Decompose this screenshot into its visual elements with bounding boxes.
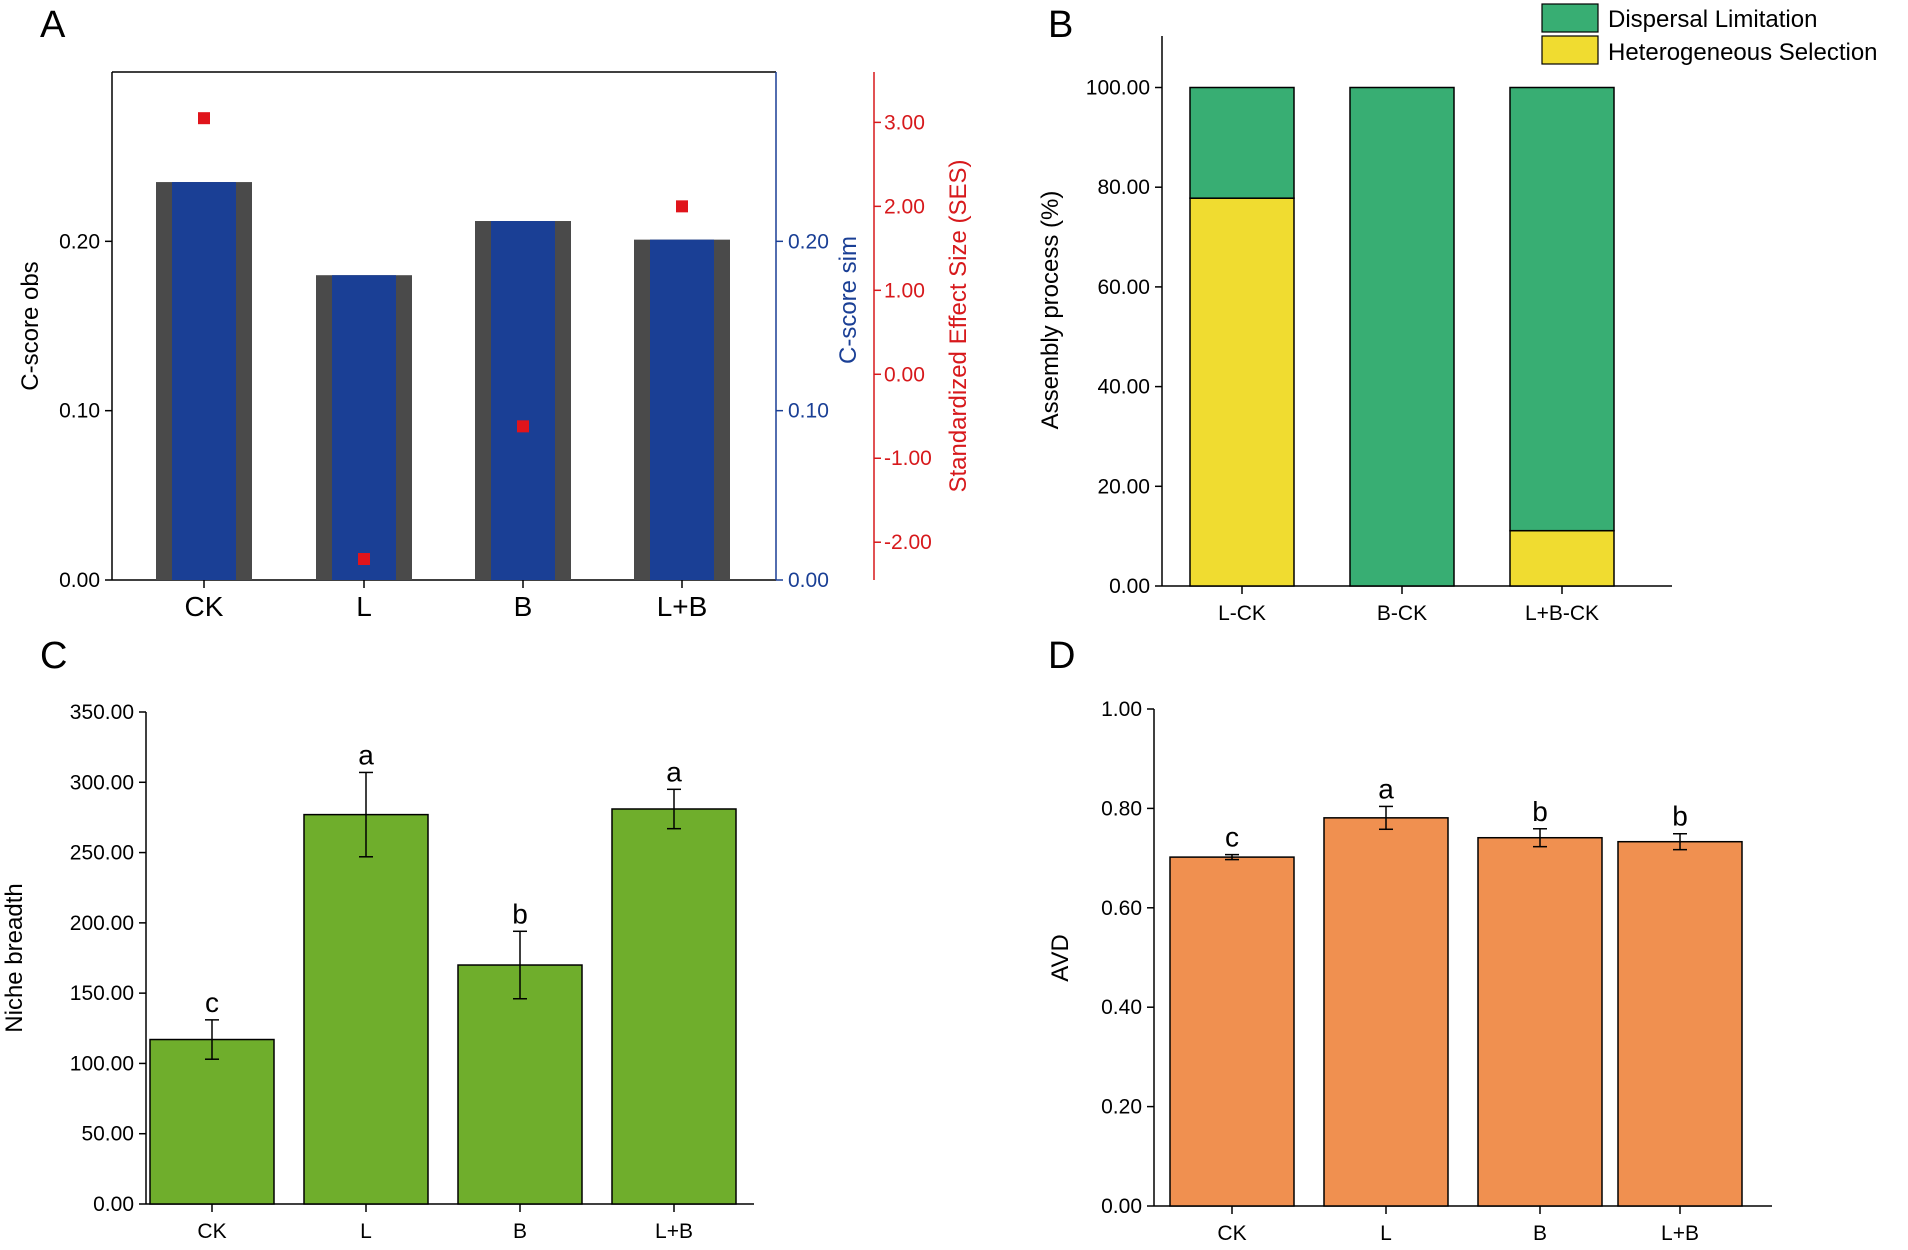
panel-a-x-tick-label: L (356, 591, 372, 622)
panel-c-y-tick-label: 300.00 (70, 771, 134, 794)
panel-c-y-tick-label: 250.00 (70, 842, 134, 865)
panel-d-y-tick-label: 0.60 (1101, 897, 1142, 920)
panel-c-significance-letter: c (205, 987, 219, 1018)
panel-c-y-tick-label: 0.00 (93, 1193, 134, 1216)
panel-b-heterogeneous-segment (1189, 197, 1295, 587)
panel-a-ses-point (198, 112, 210, 125)
panel-b-x-tick-label: L-CK (1218, 602, 1266, 625)
panel-d-significance-letter: a (1378, 773, 1394, 804)
panel-c-significance-letter: b (512, 898, 528, 929)
panel-b-y-tick-label: 100.00 (1086, 77, 1150, 100)
panel-a-sim-bar (650, 239, 714, 580)
panel-c-significance-letter: a (666, 756, 682, 787)
panel-a-ses-tick-label: -1.00 (884, 447, 932, 470)
panel-d-bar (1323, 817, 1449, 1207)
panel-b-x-tick-label: L+B-CK (1525, 602, 1599, 625)
panel-letter-b: B (1048, 4, 1073, 46)
panel-c-bar (303, 813, 429, 1205)
panel-a-x-tick-label: L+B (657, 591, 708, 622)
panel-a-left-axis-title: C-score obs (17, 261, 44, 390)
panel-c-bar (611, 808, 737, 1205)
panel-b-legend-dispersal-swatch (1541, 3, 1599, 33)
panel-a-sim-bar (332, 275, 396, 580)
panel-a-ses-tick-label: 1.00 (884, 279, 925, 302)
panel-b-heterogeneous-segment (1509, 529, 1615, 587)
panel-c-y-tick-label: 50.00 (81, 1123, 134, 1146)
panel-d-y-tick-label: 0.20 (1101, 1096, 1142, 1119)
panel-b-dispersal-segment (1349, 86, 1455, 587)
panel-d-y-tick-label: 0.80 (1101, 797, 1142, 820)
panel-a-sim-axis-title: C-score sim (835, 236, 862, 364)
panel-a-cscore-chart: 0.00 0.00 0.10 0.10 0.20 0.20 -2.00 -1.00 0.00 1.… (17, 71, 972, 622)
panel-d-y-tick-label: 1.00 (1101, 698, 1142, 721)
panel-b-legend-heterogeneous-label: Heterogeneous Selection (1608, 39, 1878, 66)
panel-a-ses-axis-title: Standardized Effect Size (SES) (945, 159, 972, 492)
panel-d-x-tick-label: L+B (1661, 1222, 1699, 1245)
panel-b-y-tick-label: 0.00 (1109, 575, 1150, 598)
panel-a-ses-tick-label: 3.00 (884, 111, 925, 134)
panel-b-y-tick-label: 40.00 (1097, 376, 1150, 399)
panel-b-legend-heterogeneous-swatch (1541, 35, 1599, 65)
panel-b-legend-dispersal-label: Dispersal Limitation (1608, 6, 1817, 33)
panel-c-y-tick-label: 200.00 (70, 912, 134, 935)
panel-a-ses-tick-label: 0.00 (884, 363, 925, 386)
panel-a-ses-tick-label: 2.00 (884, 195, 925, 218)
panel-d-bar (1617, 840, 1743, 1207)
panel-c-x-tick-label: CK (197, 1220, 226, 1243)
panel-c-x-tick-label: B (513, 1220, 527, 1243)
panel-d-x-tick-label: L (1380, 1222, 1392, 1245)
panel-a-left-tick-label: 0.00 (59, 569, 100, 592)
panel-d-bar (1169, 856, 1295, 1207)
panel-a-ses-tick-label: -2.00 (884, 531, 932, 554)
panel-c-y-tick-label: 350.00 (70, 701, 134, 724)
panel-a-ses-point (676, 200, 688, 213)
panel-c-y-tick-label: 150.00 (70, 982, 134, 1005)
panel-a-sim-tick-label: 0.20 (788, 230, 829, 253)
panel-b-y-tick-label: 60.00 (1097, 276, 1150, 299)
panel-d-bar (1477, 836, 1603, 1207)
panel-c-significance-letter: a (358, 739, 374, 770)
panel-a-sim-bar (172, 182, 236, 581)
panel-c-bar (457, 964, 583, 1205)
panel-c-bar (149, 1038, 275, 1205)
panel-letter-a: A (40, 4, 66, 46)
panel-a-ses-point (358, 553, 370, 566)
panel-d-y-tick-label: 0.40 (1101, 996, 1142, 1019)
panel-b-dispersal-segment (1509, 86, 1615, 532)
panel-a-x-tick-label: CK (185, 591, 224, 622)
panel-b-y-axis-title: Assembly process (%) (1037, 191, 1064, 430)
panel-a-ses-point (517, 420, 529, 433)
panel-a-sim-tick-label: 0.10 (788, 400, 829, 423)
panel-d-significance-letter: b (1532, 796, 1548, 827)
panel-b-assembly-chart: 0.00 20.00 40.00 60.00 80.00 100.00 L-CK B-CK L+… (1037, 3, 1878, 625)
panel-d-x-tick-label: CK (1217, 1222, 1246, 1245)
panel-c-y-axis-title: Niche breadth (1, 883, 28, 1032)
panel-letter-c: C (40, 635, 67, 677)
panel-b-dispersal-segment (1189, 86, 1295, 199)
panel-c-niche-chart: 0.00 50.00 100.00 150.00 200.00 250.00 300.00 3… (1, 701, 754, 1243)
panel-d-x-tick-label: B (1533, 1222, 1547, 1245)
panel-b-y-tick-label: 80.00 (1097, 176, 1150, 199)
panel-d-y-tick-label: 0.00 (1101, 1195, 1142, 1218)
panel-c-x-tick-label: L (360, 1220, 372, 1243)
panel-a-sim-bar (491, 221, 555, 580)
panel-b-x-tick-label: B-CK (1377, 602, 1427, 625)
panel-d-significance-letter: c (1225, 822, 1239, 853)
panel-a-x-tick-label: B (514, 591, 533, 622)
panel-d-avd-chart: 0.00 0.20 0.40 0.60 0.80 1.00 c CK a Lb Bb L+B AVD (1047, 698, 1772, 1245)
panel-b-y-tick-label: 20.00 (1097, 475, 1150, 498)
panel-letter-d: D (1048, 635, 1075, 677)
panel-d-y-axis-title: AVD (1047, 934, 1074, 982)
panel-a-left-tick-label: 0.20 (59, 230, 100, 253)
panel-a-sim-tick-label: 0.00 (788, 569, 829, 592)
panel-d-significance-letter: b (1672, 801, 1688, 832)
panel-c-x-tick-label: L+B (655, 1220, 693, 1243)
panel-c-y-tick-label: 100.00 (70, 1052, 134, 1075)
panel-a-left-tick-label: 0.10 (59, 400, 100, 423)
